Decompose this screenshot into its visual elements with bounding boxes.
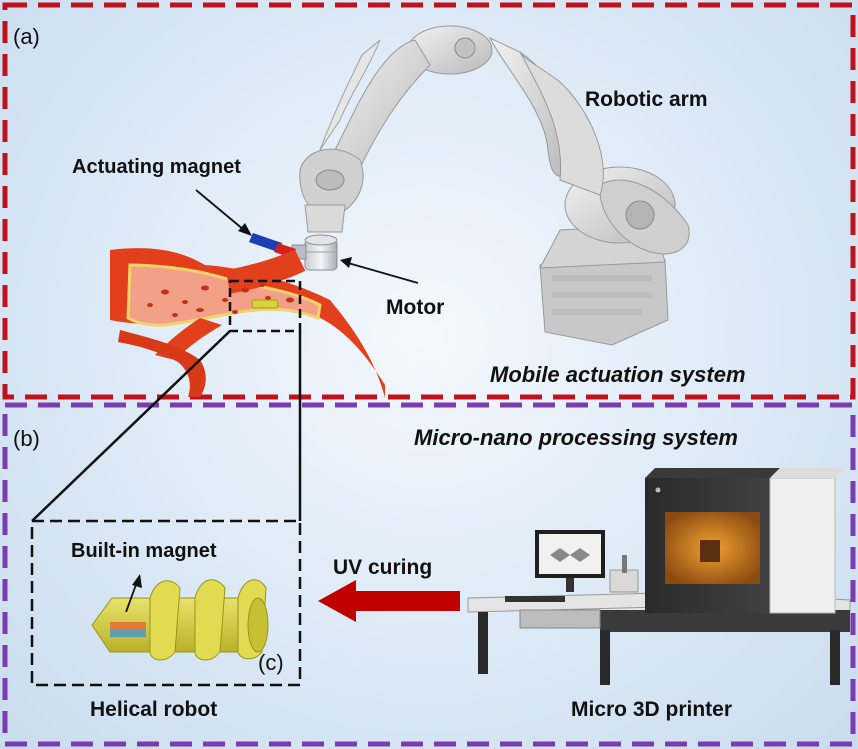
built-in-magnet-arrow [125,581,138,613]
micro-3d-printer-label: Micro 3D printer [571,698,733,721]
panel-a-border [2,2,856,400]
zoom-box-small [228,279,302,333]
robotic-arm-icon [299,25,690,346]
motor-label: Motor [386,296,445,319]
robotic-arm-label: Robotic arm [585,88,708,111]
uv-curing-arrow [318,580,460,622]
built-in-magnet-label: Built-in magnet [71,540,217,562]
zoom-box-large [30,519,302,687]
panel-c-label: (c) [258,650,284,675]
motor-arrowhead [340,257,352,268]
helical-robot-icon [91,579,269,661]
built-in-magnet-arrowhead [132,574,142,588]
blood-vessel-icon [110,248,385,398]
motor-icon [291,234,338,271]
micro-3d-printer-icon [467,468,851,685]
panel-a-title: Mobile actuation system [490,362,746,387]
helical-robot-label: Helical robot [90,698,218,721]
motor-arrow [347,262,419,284]
panel-a-label: (a) [13,24,40,49]
uv-curing-label: UV curing [333,556,433,579]
actuating-magnet-arrow [195,189,245,231]
actuating-magnet-label: Actuating magnet [72,156,241,178]
zoom-line-left [31,330,231,522]
panel-b-label: (b) [13,426,40,451]
panel-b-title: Micro-nano processing system [414,425,738,450]
actuating-magnet-arrowhead [238,223,252,236]
